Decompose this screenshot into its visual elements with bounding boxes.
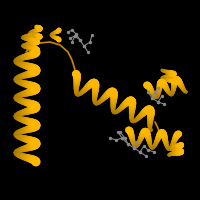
Point [134,140,138,144]
Point [146,90,150,94]
Point [123,136,127,140]
Point [116,130,120,134]
Point [90,33,94,37]
Point [152,150,156,154]
Point [114,138,118,142]
Point [118,130,122,134]
Point [162,102,166,106]
Point [66,30,70,34]
Point [82,44,86,48]
Point [70,28,74,32]
Point [156,86,160,90]
Point [88,40,92,44]
Point [70,40,74,44]
Point [142,144,146,148]
Point [68,36,72,40]
Point [126,142,130,146]
Point [156,100,160,104]
Point [160,94,164,98]
Point [78,38,82,42]
Point [108,136,112,140]
Point [138,150,142,154]
Point [138,150,142,154]
Point [73,34,77,38]
Point [126,142,130,146]
Point [150,96,154,100]
Point [153,90,157,94]
Point [78,38,82,42]
Point [74,32,78,36]
Point [146,148,150,152]
Point [156,100,160,104]
Point [73,34,77,38]
Point [120,136,124,140]
Point [82,44,86,48]
Point [120,136,124,140]
Point [132,146,136,150]
Point [150,96,154,100]
Point [86,50,90,54]
Point [144,154,148,158]
Point [132,146,136,150]
